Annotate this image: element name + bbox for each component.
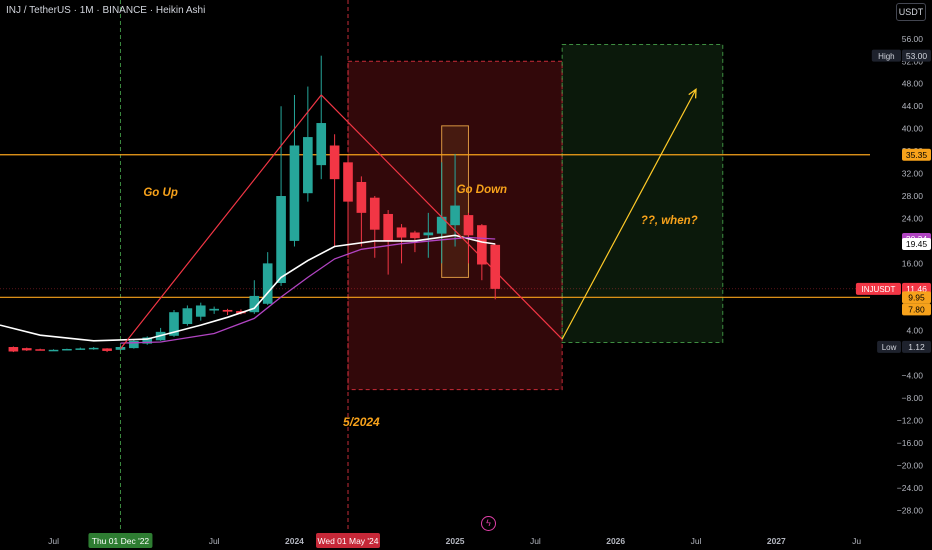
candle-body: [75, 348, 86, 350]
price-tag-name-4: INJUSDT: [862, 285, 896, 294]
candle-body: [477, 225, 487, 265]
candle-body: [436, 216, 447, 234]
date-marker-badge-0: [88, 533, 153, 548]
y-tick-label: −12.00: [897, 416, 924, 426]
y-tick-label: −20.00: [897, 460, 924, 470]
price-tag-value-5: 9.95: [908, 293, 925, 303]
candle-body: [343, 162, 353, 202]
y-tick-label: 28.00: [902, 191, 924, 201]
trend-line-0: [119, 94, 322, 350]
x-tick-label: Jul: [530, 536, 541, 546]
date-marker-label-0: Thu 01 Dec '22: [92, 536, 150, 546]
candle-body: [48, 349, 59, 352]
y-tick-label: 40.00: [902, 124, 924, 134]
y-tick-label: 48.00: [902, 79, 924, 89]
candle-body: [35, 349, 45, 351]
x-tick-label: Jul: [48, 536, 59, 546]
y-tick-label: −16.00: [897, 438, 924, 448]
x-tick-label: Jul: [209, 536, 220, 546]
price-tag-value-0: 53.00: [906, 51, 928, 61]
lightning-icon[interactable]: ϟ: [481, 516, 496, 531]
candle-body: [88, 347, 99, 350]
price-tag-name-bg-7: [877, 340, 901, 353]
candle-body: [102, 348, 112, 351]
chart-title: INJ / TetherUS · 1M · BINANCE · Heikin A…: [6, 5, 206, 16]
candle-body: [8, 347, 19, 352]
price-tag-value-6: 7.80: [908, 305, 925, 315]
moving-average-line-0: [0, 234, 496, 342]
candle-body: [369, 197, 380, 230]
price-tag-bg-7: [902, 340, 931, 353]
y-tick-label: 4.00: [906, 326, 923, 336]
price-tag-name-bg-0: [871, 49, 901, 62]
candle-body: [396, 227, 407, 238]
candle-body: [463, 215, 474, 236]
y-tick-label: −24.00: [897, 483, 924, 493]
moving-average-line-1: [120, 236, 496, 344]
price-tag-bg-1: [902, 148, 931, 161]
candle-body: [303, 137, 313, 194]
y-tick-label: −28.00: [897, 505, 924, 515]
price-tag-bg-6: [902, 303, 931, 316]
y-tick-label: −4.00: [901, 371, 923, 381]
candle-body: [383, 213, 393, 241]
candle-body: [423, 232, 434, 236]
candle-body: [316, 123, 327, 166]
price-tag-value-1: 35.35: [906, 150, 928, 160]
x-tick-label: 2026: [606, 536, 625, 546]
date-marker-badge-1: [316, 533, 380, 548]
price-tag-value-4: 11.46: [906, 284, 927, 294]
candle-body: [329, 145, 340, 180]
y-tick-label: 44.00: [902, 101, 924, 111]
price-tag-name-7: Low: [882, 343, 897, 352]
candle-body: [129, 340, 139, 349]
candle-body: [356, 181, 367, 213]
candle-body: [222, 309, 233, 312]
x-tick-label: 2024: [285, 536, 304, 546]
candle-body: [21, 348, 32, 351]
candle-body: [249, 295, 260, 313]
y-tick-label: 56.00: [902, 34, 924, 44]
candle-body: [410, 232, 420, 239]
candle-body: [450, 205, 460, 226]
candle-body: [209, 308, 219, 311]
candle-body: [276, 196, 286, 284]
candle-body: [62, 348, 72, 351]
price-tag-name-0: High: [878, 52, 894, 61]
x-tick-label: 2025: [446, 536, 465, 546]
x-tick-label: Jul: [691, 536, 702, 546]
trend-line-2: [561, 89, 697, 340]
arrowhead: [688, 88, 697, 99]
price-tag-value-3: 19.45: [906, 239, 928, 249]
price-tag-bg-3: [902, 238, 931, 251]
annotation-text-1: Go Down: [457, 184, 507, 196]
x-tick-label: 2027: [767, 536, 786, 546]
candle-body: [262, 263, 273, 304]
y-tick-label: 16.00: [902, 258, 924, 268]
price-tag-name-bg-4: [855, 282, 901, 295]
candle-body: [289, 145, 300, 241]
candle-body: [490, 244, 501, 289]
candle-body: [142, 337, 153, 344]
annotation-text-3: 5/2024: [343, 415, 380, 429]
price-tag-value-7: 1.12: [908, 342, 925, 352]
price-tag-bg-0: [902, 49, 931, 62]
price-tag-bg-5: [902, 291, 931, 304]
y-tick-label: 32.00: [902, 169, 924, 179]
currency-selector[interactable]: USDT: [896, 3, 926, 21]
x-tick-label: Ju: [852, 536, 861, 546]
y-tick-label: −8.00: [901, 393, 923, 403]
date-marker-label-1: Wed 01 May '24: [318, 536, 379, 546]
candle-body: [169, 312, 179, 336]
annotation-text-2: ??, when?: [641, 215, 698, 227]
candle-body: [182, 308, 193, 324]
annotation-text-0: Go Up: [143, 187, 178, 199]
trend-line-1: [320, 94, 563, 340]
candle-body: [195, 305, 206, 317]
y-tick-label: 24.00: [902, 213, 924, 223]
